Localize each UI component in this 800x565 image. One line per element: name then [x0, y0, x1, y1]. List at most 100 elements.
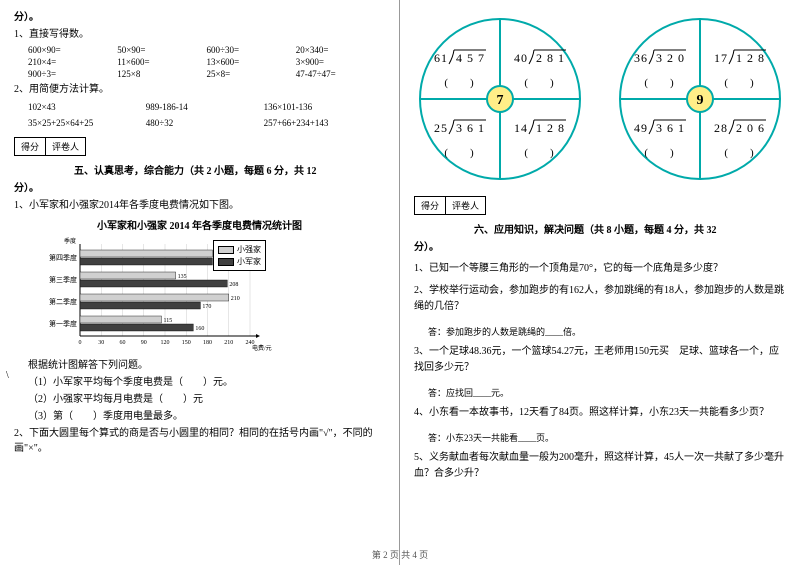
svg-text:14: 14: [514, 121, 528, 135]
svg-text:9: 9: [697, 93, 704, 108]
svg-text:第一季度: 第一季度: [49, 319, 77, 328]
svg-text:第二季度: 第二季度: [49, 297, 77, 306]
math-expr: 25×8=: [207, 69, 296, 79]
score-label: 得分: [415, 197, 446, 214]
q6-4: 4、小东看一本故事书，12天看了84页。照这样计算，小东23天一共能看多少页？: [414, 405, 786, 421]
q6-1: 1、已知一个等腰三角形的一个顶角是70°，它的每一个底角是多少度？: [414, 261, 786, 277]
svg-text:115: 115: [163, 318, 172, 324]
section-5-title: 五、认真思考，综合能力（共 2 小题，每题 6 分，共 12: [74, 162, 385, 177]
q5-1: 1、小军家和小强家2014年各季度电费情况如下图。: [14, 198, 385, 213]
q5-s1: （1）小军家平均每个季度电费是（ ）元。: [28, 375, 385, 390]
svg-text:季度: 季度: [64, 237, 76, 245]
svg-text:30: 30: [98, 340, 104, 346]
grader-label: 评卷人: [446, 197, 485, 214]
svg-text:210: 210: [224, 340, 233, 346]
math-expr: 257+66+234+143: [264, 118, 382, 128]
math-expr: 3×900=: [296, 57, 385, 67]
svg-text:第三季度: 第三季度: [49, 275, 77, 284]
math-expr: 900÷3=: [28, 69, 117, 79]
math1-grid: 600×90=50×90=600÷30=20×340= 210×4=11×600=…: [28, 44, 385, 80]
svg-text:0: 0: [79, 340, 82, 346]
svg-text:36: 36: [634, 51, 648, 65]
q2-label: 2、用简便方法计算。: [14, 82, 385, 97]
svg-text:25: 25: [434, 121, 448, 135]
svg-text:( ): ( ): [644, 147, 674, 159]
slash-mark: \: [6, 370, 9, 381]
svg-text:( ): ( ): [644, 77, 674, 89]
svg-text:3 6 1: 3 6 1: [456, 121, 485, 135]
svg-text:7: 7: [497, 93, 504, 108]
svg-text:170: 170: [202, 304, 211, 310]
svg-text:1 2 8: 1 2 8: [536, 121, 565, 135]
svg-text:1 2 8: 1 2 8: [736, 51, 765, 65]
a6-2: 答：参加跑步的人数是跳绳的____倍。: [428, 325, 786, 338]
q1-label: 1、直接写得数。: [14, 27, 385, 42]
score-box-5: 得分 评卷人: [14, 137, 86, 156]
math-expr: 136×101-136: [264, 102, 382, 112]
math-expr: 50×90=: [117, 45, 206, 55]
q5-s3: （3）第（ ）季度用电量最多。: [28, 409, 385, 424]
svg-text:150: 150: [182, 340, 191, 346]
math-expr: 989-186-14: [146, 102, 264, 112]
circle-problems: 7 61 4 5 7 ( ) 40 2 8 1 ( ) 25 3 6 1 ( ) 14 1 2 8 ( …: [414, 14, 786, 184]
q6-2: 2、学校举行运动会，参加跑步的有162人，参加跳绳的有18人，参加跑步的人数是跳…: [414, 283, 786, 315]
legend-1: 小强家: [237, 244, 261, 255]
a6-3: 答：应找回____元。: [428, 386, 786, 399]
math2-grid: 102×43989-186-14136×101-136 35×25+25×64+2…: [28, 99, 385, 131]
q5-s2: （2）小强家平均每月电费是（ ）元: [28, 392, 385, 407]
q5-sub: 根据统计图解答下列问题。: [28, 358, 385, 373]
math-expr: 600÷30=: [207, 45, 296, 55]
section-6-title: 六、应用知识，解决问题（共 8 小题，每题 4 分，共 32: [474, 221, 786, 236]
svg-text:( ): ( ): [724, 147, 754, 159]
math-expr: 600×90=: [28, 45, 117, 55]
math-expr: 102×43: [28, 102, 146, 112]
svg-text:180: 180: [203, 340, 212, 346]
svg-text:( ): ( ): [444, 147, 474, 159]
math-expr: 13×600=: [207, 57, 296, 67]
legend-2: 小军家: [237, 256, 261, 267]
circle-1: 7 61 4 5 7 ( ) 40 2 8 1 ( ) 25 3 6 1 ( ) 14 1 2 8 ( …: [415, 14, 585, 184]
svg-text:135: 135: [178, 274, 187, 280]
svg-text:3 6 1: 3 6 1: [656, 121, 685, 135]
math-expr: 125×8: [117, 69, 206, 79]
page-footer: 第 2 页 共 4 页: [0, 548, 800, 561]
svg-text:40: 40: [514, 51, 528, 65]
svg-text:( ): ( ): [524, 77, 554, 89]
svg-text:4 5 7: 4 5 7: [456, 51, 485, 65]
svg-text:90: 90: [141, 340, 147, 346]
svg-text:210: 210: [231, 296, 240, 302]
math-expr: 210×4=: [28, 57, 117, 67]
chart-title: 小军家和小强家 2014 年各季度电费情况统计图: [14, 217, 385, 232]
math-expr: 11×600=: [117, 57, 206, 67]
svg-text:( ): ( ): [524, 147, 554, 159]
svg-text:60: 60: [120, 340, 126, 346]
fen-mid: 分）。: [14, 181, 385, 196]
svg-text:2 8 1: 2 8 1: [536, 51, 565, 65]
q5-2: 2、下面大圆里每个算式的商是否与小圆里的相同？相同的在括号内画"√"，不同的画"…: [14, 426, 385, 456]
svg-text:( ): ( ): [444, 77, 474, 89]
bar-chart: 小强家 小军家 0306090120150180210240电费/元季度第四季度…: [34, 236, 274, 356]
math-expr: 20×340=: [296, 45, 385, 55]
svg-text:28: 28: [714, 121, 728, 135]
score-box-6: 得分 评卷人: [414, 196, 486, 215]
math-expr: 47-47÷47=: [296, 69, 385, 79]
svg-text:208: 208: [229, 282, 238, 288]
circle-2: 9363 2 0( )171 2 8( )493 6 1( )282 0 6( …: [615, 14, 785, 184]
a6-4: 答：小东23天一共能看____页。: [428, 431, 786, 444]
svg-text:3 2 0: 3 2 0: [656, 51, 685, 65]
chart-legend: 小强家 小军家: [213, 240, 266, 271]
svg-text:120: 120: [161, 340, 170, 346]
svg-text:电费/元: 电费/元: [252, 344, 272, 352]
svg-text:2 0 6: 2 0 6: [736, 121, 765, 135]
math-expr: 35×25+25×64+25: [28, 118, 146, 128]
svg-text:61: 61: [434, 51, 448, 65]
svg-text:17: 17: [714, 51, 728, 65]
grader-label: 评卷人: [46, 138, 85, 155]
q6-3: 3、一个足球48.36元，一个篮球54.27元，王老师用150元买 足球、篮球各…: [414, 344, 786, 376]
svg-text:160: 160: [195, 326, 204, 332]
fen-6: 分）。: [414, 240, 786, 255]
score-label: 得分: [15, 138, 46, 155]
svg-text:49: 49: [634, 121, 648, 135]
q6-5: 5、义务献血者每次献血量一般为200毫升，照这样计算，45人一次一共献了多少毫升…: [414, 450, 786, 482]
svg-text:第四季度: 第四季度: [49, 253, 77, 262]
